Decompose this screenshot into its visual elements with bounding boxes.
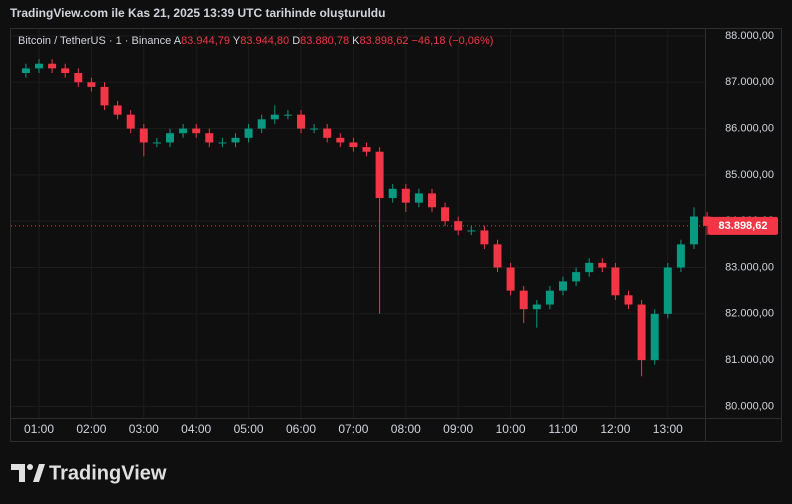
y-tick-label: 82.000,00 [725,308,774,320]
ohlc-key: A [174,35,182,47]
candle-body [414,193,423,203]
candle-body [310,128,319,130]
candle-body [545,290,554,305]
ohlc-key: K [352,35,360,47]
candle-body [100,86,109,106]
candle-body [454,221,463,231]
candle-body [349,142,358,148]
candle-body [480,230,489,245]
symbol: Bitcoin / TetherUS · 1 · Binance [18,35,171,47]
candle-body [441,207,450,222]
ohlc-value: 83.944,80 [240,35,289,47]
candle-body [35,63,43,69]
candle-body [297,114,305,129]
candle-body [572,272,581,282]
x-tick-label: 10:00 [496,422,526,436]
candle-body [467,230,476,232]
candle-body [192,128,201,134]
brand: TradingView [49,462,167,484]
candle-body [611,267,620,296]
candle-body [205,133,214,143]
candle-body [375,151,384,199]
x-tick-label: 11:00 [548,422,577,436]
candle-body [113,105,122,115]
candle-body [231,137,240,143]
logo-icon [33,464,45,482]
candle-body [61,68,70,73]
candle-body [388,188,397,199]
candle-body [676,244,685,268]
candle-body [650,313,659,361]
candle-body [179,128,188,134]
candle-body [624,295,633,305]
candle-body [663,267,672,314]
candle-body [703,216,712,226]
x-tick-label: 03:00 [129,422,159,436]
candle-body [283,114,292,116]
chart-frame [10,28,782,442]
logo-icon [11,464,25,482]
candle-body [532,304,541,310]
y-tick-label: 88.000,00 [725,30,774,42]
candle-body [21,68,30,73]
x-tick-label: 13:00 [653,422,683,436]
y-tick-label: 81.000,00 [725,354,774,366]
ohlc-value: 83.898,62 [360,35,409,47]
candle-body [152,142,161,144]
candle-body [585,262,594,273]
last-price-label: 83.898,62 [719,220,768,232]
header: TradingView.com ile Kas 21, 2025 13:39 U… [10,6,385,20]
y-tick-label: 87.000,00 [725,76,774,88]
ohlc-key: Y [233,35,241,47]
candle-body [87,82,96,87]
candle-body [139,128,148,143]
candle-body [428,193,436,208]
candle-body [336,137,345,143]
candle-body [74,72,83,83]
x-tick-label: 01:00 [24,422,54,436]
ohlc-value: 83.944,79 [181,35,230,47]
last-price-tag [708,216,778,235]
candle-body [244,128,253,138]
y-tick-label: 85.000,00 [725,169,774,181]
x-tick-label: 02:00 [76,422,106,436]
symbol-legend: Bitcoin / TetherUS · 1 · Binance A83.944… [18,35,493,47]
x-tick-label: 06:00 [286,422,316,436]
candle-body [270,114,279,120]
candle-body [493,244,502,268]
candle-body [519,290,528,310]
y-tick-label: 80.000,00 [725,400,774,412]
change: −46,18 (−0,06%) [412,35,494,47]
ohlc-key: D [292,35,300,47]
candle-body [218,142,227,144]
candle-body [506,267,515,291]
candle-body [637,304,646,361]
ohlc-value: 83.880,78 [300,35,349,47]
candle-body [598,262,607,268]
y-tick-label: 86.000,00 [725,122,774,134]
candle-body [559,281,567,291]
candle-body [401,188,410,203]
logo-icon [27,464,33,470]
y-tick-label: 83.000,00 [725,261,774,273]
x-tick-label: 05:00 [234,422,264,436]
candle-body [690,216,698,245]
candle-body [48,63,57,69]
candle-body [166,133,174,143]
x-tick-label: 09:00 [443,422,473,436]
candle-body [257,119,266,129]
logo: TradingView [11,462,167,484]
x-tick-label: 12:00 [600,422,630,436]
candle-body [126,114,135,129]
x-tick-label: 08:00 [391,422,421,436]
candle-body [323,128,332,138]
x-tick-label: 04:00 [181,422,211,436]
x-tick-label: 07:00 [338,422,368,436]
candle-body [362,147,371,152]
